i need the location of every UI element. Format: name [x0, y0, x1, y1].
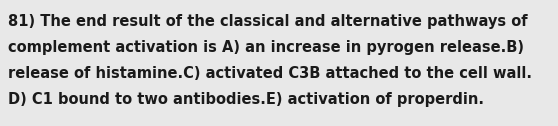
- Text: complement activation is A) an increase in pyrogen release.B): complement activation is A) an increase …: [8, 40, 524, 55]
- Text: release of histamine.C) activated C3B attached to the cell wall.: release of histamine.C) activated C3B at…: [8, 66, 532, 81]
- Text: 81) The end result of the classical and alternative pathways of: 81) The end result of the classical and …: [8, 14, 528, 29]
- Text: D) C1 bound to two antibodies.E) activation of properdin.: D) C1 bound to two antibodies.E) activat…: [8, 92, 484, 107]
